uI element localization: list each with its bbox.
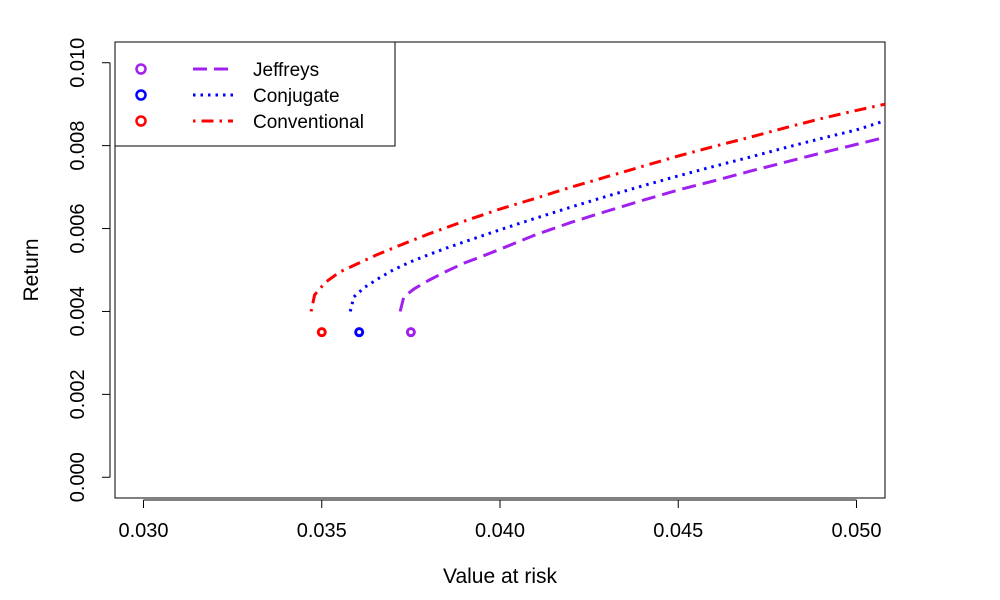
y-tick-label: 0.008 — [67, 121, 89, 171]
legend-box — [114, 41, 396, 147]
y-tick-label: 0.006 — [67, 204, 89, 254]
y-tick-label: 0.002 — [67, 369, 89, 419]
legend-marker-conjugate — [135, 89, 147, 101]
y-tick-label: 0.004 — [67, 286, 89, 336]
legend-label-conventional: Conventional — [253, 112, 364, 133]
x-tick-label: 0.050 — [831, 520, 881, 542]
y-axis-title: Return — [20, 238, 43, 301]
legend-label-jeffreys: Jeffreys — [253, 60, 319, 81]
y-axis: 0.000 0.002 0.004 0.006 0.008 0.010 — [67, 38, 111, 502]
legend-marker-jeffreys — [135, 63, 147, 75]
x-tick-label: 0.040 — [475, 520, 525, 542]
series-point-conventional — [316, 327, 327, 338]
series-point-jeffreys — [405, 327, 416, 338]
x-axis: 0.030 0.035 0.040 0.045 0.050 — [118, 499, 882, 542]
legend: Jeffreys Conjugate Conventional — [114, 41, 396, 147]
legend-label-conjugate: Conjugate — [253, 86, 340, 107]
legend-marker-conventional — [135, 115, 147, 127]
x-tick-label: 0.030 — [118, 520, 168, 542]
x-tick-label: 0.035 — [297, 520, 347, 542]
series-line-jeffreys — [398, 135, 885, 312]
x-axis-title: Value at risk — [443, 565, 557, 588]
series-point-conjugate — [354, 327, 365, 338]
x-tick-label: 0.045 — [653, 520, 703, 542]
series-layer — [309, 102, 885, 338]
y-tick-label: 0.010 — [67, 38, 89, 88]
y-tick-label: 0.000 — [67, 452, 89, 502]
